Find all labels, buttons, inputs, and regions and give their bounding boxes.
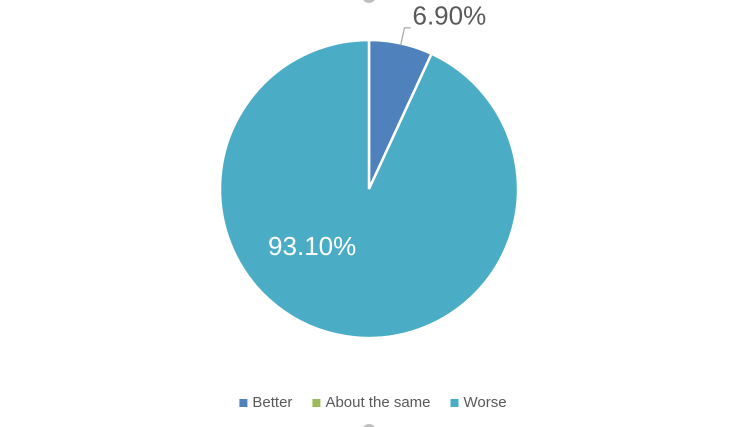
legend-label: About the same — [325, 394, 430, 411]
legend: Better About the same Worse — [239, 394, 507, 411]
slice — [218, 38, 520, 340]
legend-label: Worse — [464, 394, 507, 411]
legend-label: Better — [252, 394, 292, 411]
handle — [363, 0, 375, 3]
leader-line — [400, 27, 411, 46]
legend-swatch — [312, 399, 321, 407]
pie: 6.90% 93.10% — [218, 1, 520, 340]
legend-swatch — [239, 399, 248, 407]
data-label: 93.10% — [268, 231, 356, 261]
data-label: 6.90% — [412, 1, 486, 31]
legend-swatch — [450, 399, 459, 407]
handle — [363, 424, 375, 427]
